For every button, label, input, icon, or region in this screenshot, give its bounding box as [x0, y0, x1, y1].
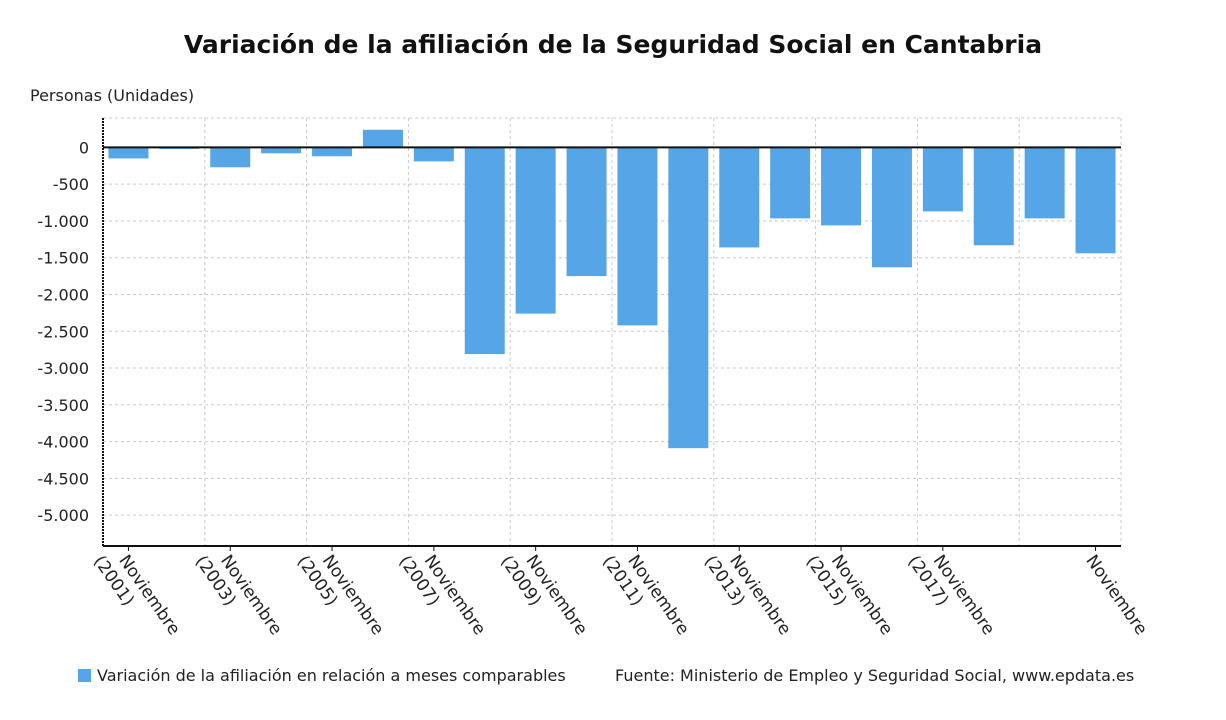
- bar: [770, 147, 811, 219]
- y-tick-label: -2.000: [37, 285, 89, 304]
- x-tick-label: Noviembre(2001): [89, 540, 184, 651]
- bar: [108, 147, 149, 159]
- legend: Variación de la afiliación en relación a…: [78, 666, 566, 685]
- x-tick-label: Noviembre(2015): [802, 540, 897, 651]
- bar: [821, 147, 862, 226]
- bar: [312, 147, 353, 157]
- y-tick-label: -4.500: [37, 469, 89, 488]
- y-tick-label: -3.500: [37, 396, 89, 415]
- x-tick-label: Noviembre(2011): [598, 540, 693, 651]
- legend-label: Variación de la afiliación en relación a…: [97, 666, 566, 685]
- bar: [668, 147, 709, 449]
- x-tick-label: Noviembre: [1081, 551, 1151, 638]
- bar: [922, 147, 963, 212]
- chart-title: Variación de la afiliación de la Segurid…: [183, 30, 1043, 59]
- source-note: Fuente: Ministerio de Empleo y Seguridad…: [615, 666, 1135, 685]
- x-tick-label: Noviembre(2009): [496, 540, 591, 651]
- y-tick-label: -3.000: [37, 359, 89, 378]
- bar: [1024, 147, 1065, 219]
- x-tick-label: Noviembre(2005): [293, 540, 388, 651]
- bar: [413, 147, 454, 162]
- y-tick-label: -4.000: [37, 433, 89, 452]
- bar: [261, 147, 302, 154]
- y-tick-label: -5.000: [37, 506, 89, 525]
- x-tick-label: Noviembre(2017): [904, 540, 999, 651]
- bar: [362, 129, 403, 148]
- bar: [871, 147, 912, 268]
- y-axis-label: Personas (Unidades): [30, 86, 195, 105]
- bar: [210, 147, 251, 168]
- bar: [566, 147, 607, 277]
- x-tick-label: Noviembre(2007): [395, 540, 490, 651]
- bar: [617, 147, 658, 326]
- bar: [1075, 147, 1116, 254]
- bar: [464, 147, 505, 355]
- y-tick-label: -1.000: [37, 212, 89, 231]
- bar: [973, 147, 1014, 246]
- y-tick-label: 0: [79, 138, 89, 157]
- y-tick-label: -500: [53, 175, 89, 194]
- legend-swatch: [78, 669, 91, 682]
- bar: [515, 147, 556, 314]
- bar: [719, 147, 760, 248]
- y-tick-label: -1.500: [37, 249, 89, 268]
- x-tick-label: Noviembre(2003): [191, 540, 286, 651]
- x-tick-label: Noviembre(2013): [700, 540, 795, 651]
- y-tick-label: -2.500: [37, 322, 89, 341]
